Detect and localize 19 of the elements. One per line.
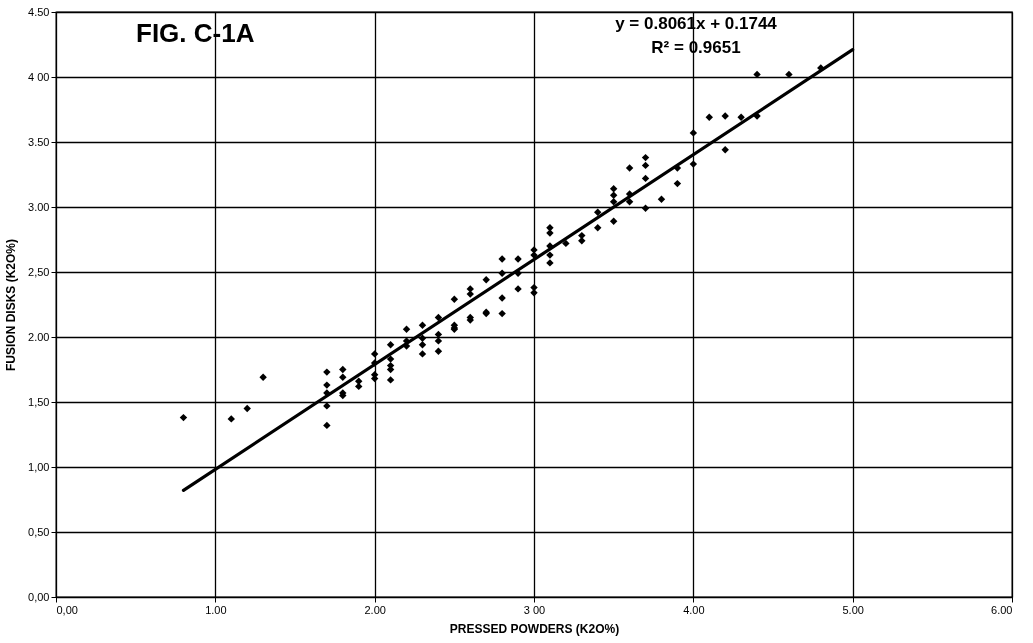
y-tick-label: 0,50 <box>28 525 50 538</box>
y-tick-label: 3.50 <box>28 135 50 148</box>
x-tick-label: 5.00 <box>842 603 864 616</box>
x-tick-label: 3 00 <box>523 603 546 616</box>
x-tick-label: 6.00 <box>991 603 1013 616</box>
y-tick-label: 3.00 <box>28 200 50 213</box>
y-tick-label: 1,50 <box>28 395 50 408</box>
y-tick-label: 0,00 <box>28 590 50 603</box>
y-tick-label: 2,50 <box>28 265 50 278</box>
y-tick-label: 4.50 <box>28 5 50 18</box>
y-axis-title: FUSION DISKS (K2O%) <box>4 238 19 372</box>
x-tick-label: 1.00 <box>205 603 227 616</box>
y-tick-label: 2.00 <box>28 330 50 343</box>
x-tick-label: 4.00 <box>683 603 705 616</box>
y-tick-label: 4 00 <box>28 70 50 83</box>
x-axis-title: PRESSED POWDERS (K2O%) <box>449 621 620 636</box>
y-tick-label: 1,00 <box>28 460 50 473</box>
x-tick-label: 2.00 <box>364 603 386 616</box>
x-tick-label: 0,00 <box>56 603 78 616</box>
